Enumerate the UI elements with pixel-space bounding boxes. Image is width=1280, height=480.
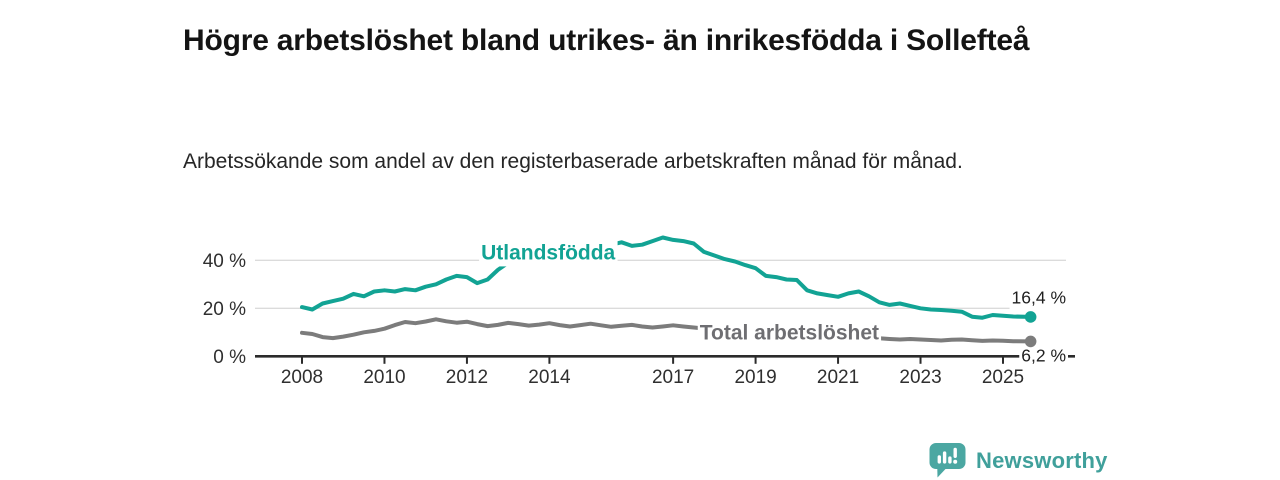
y-tick-label: 0 % — [213, 347, 246, 368]
exclamation-bar — [953, 447, 957, 458]
y-tick-label: 20 % — [203, 299, 246, 320]
end-value-label: 6,2 % — [1021, 346, 1066, 366]
series-end-dot — [1024, 311, 1037, 323]
chart-subtitle: Arbetssökande som andel av den registerb… — [183, 150, 963, 173]
newsworthy-bubble-chart-icon — [929, 443, 966, 478]
series-label-total-arbetsl-shet: Total arbetslöshet — [700, 322, 879, 345]
x-tick-label: 2012 — [446, 367, 488, 388]
label-halo — [697, 319, 882, 347]
x-tick-label: 2014 — [528, 367, 571, 388]
x-tick-label: 2023 — [899, 367, 941, 388]
newsworthy-logo: Newsworthy — [928, 442, 1108, 479]
label-halo — [479, 239, 618, 267]
x-tick-label: 2008 — [281, 367, 323, 388]
bar-2 — [942, 451, 947, 464]
bar-3 — [948, 456, 952, 464]
newsworthy-wordmark: Newsworthy — [976, 447, 1108, 473]
y-tick-label: 40 % — [203, 251, 246, 272]
x-tick-label: 2010 — [363, 367, 405, 388]
x-tick-label: 2025 — [982, 367, 1024, 388]
page-title: Högre arbetslöshet bland utrikes- än inr… — [183, 24, 1030, 58]
speech-bubble-shape — [929, 443, 966, 478]
series-line-total-arbetsl-shet — [300, 317, 1033, 344]
series-end-dot — [1024, 335, 1037, 348]
label-halo — [1019, 343, 1068, 368]
end-value-label: 16,4 % — [1012, 288, 1066, 308]
x-tick-label: 2017 — [652, 367, 694, 388]
series-line-utlandsf-dda — [300, 235, 1033, 320]
exclamation-dot — [953, 459, 958, 464]
x-tick-label: 2019 — [734, 367, 776, 388]
label-halo — [1009, 285, 1068, 310]
bar-1 — [937, 455, 941, 464]
x-tick-label: 2021 — [817, 367, 859, 388]
series-label-utlandsf-dda: Utlandsfödda — [481, 241, 615, 264]
